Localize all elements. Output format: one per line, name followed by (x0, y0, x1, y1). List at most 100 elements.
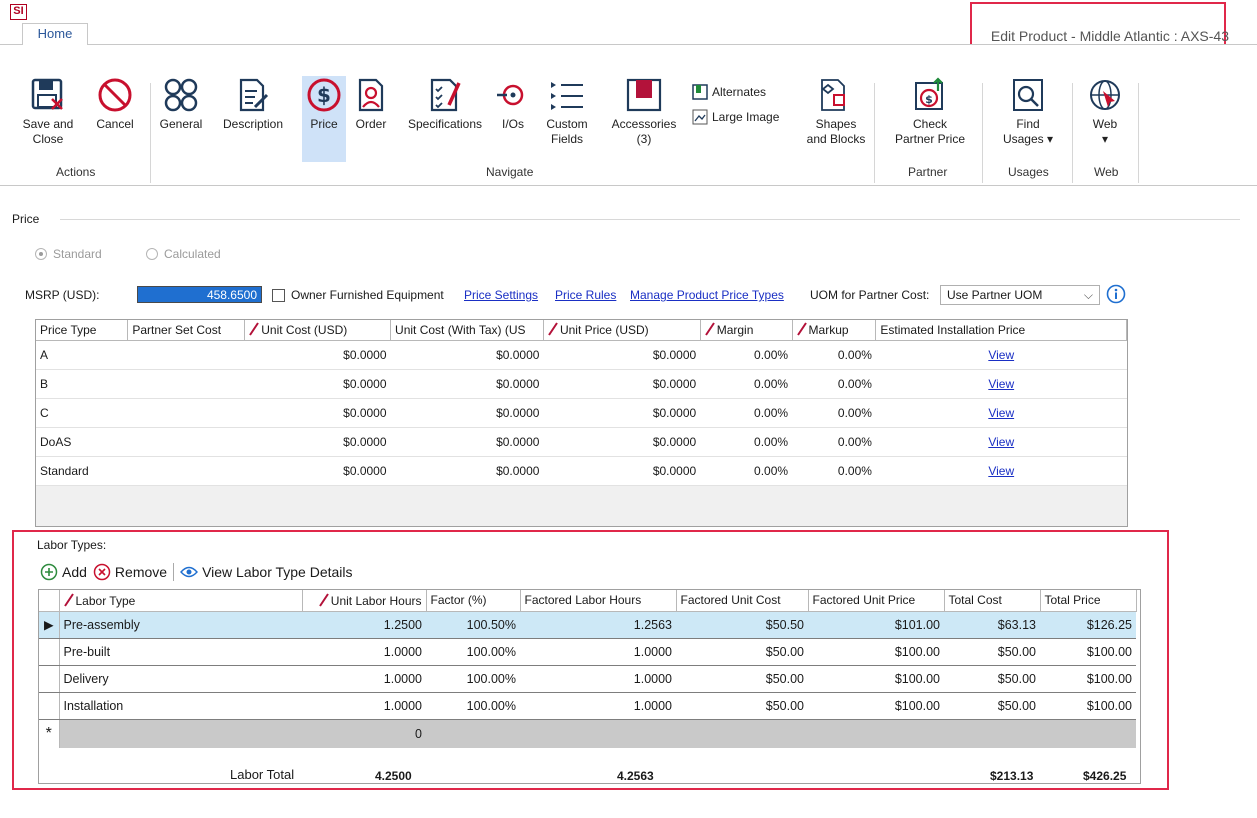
margin-cell[interactable]: 0.00% (700, 456, 793, 486)
col-total-cost[interactable]: Total Cost (944, 590, 1041, 612)
new-row-labor-type-cell[interactable] (59, 719, 302, 748)
margin-cell[interactable]: 0.00% (700, 340, 793, 370)
specifications-label: Specifications (407, 117, 483, 131)
labor-type-cell[interactable]: Pre-built (59, 638, 302, 666)
save-and-close-button[interactable]: Save and Close (22, 77, 74, 147)
markup-cell[interactable]: 0.00% (792, 369, 876, 399)
unit-labor-hours-cell[interactable]: 1.0000 (302, 692, 426, 720)
view-labor-type-details-button[interactable]: View Labor Type Details (180, 564, 353, 580)
unit-price-cell[interactable]: $0.0000 (543, 340, 701, 370)
markup-cell[interactable]: 0.00% (792, 427, 876, 457)
factor-cell: 100.00% (426, 692, 520, 720)
cancel-button[interactable]: Cancel (88, 77, 142, 132)
col-factored-labor-hours[interactable]: Factored Labor Hours (520, 590, 677, 612)
col-margin[interactable]: Margin (700, 320, 793, 341)
unit-cost-cell[interactable]: $0.0000 (244, 427, 391, 457)
margin-cell[interactable]: 0.00% (700, 427, 793, 457)
table-row[interactable]: C $0.0000 $0.0000 $0.0000 0.00% 0.00% Vi… (36, 398, 1127, 428)
find-usages-label: Find Usages ▾ (1002, 117, 1054, 146)
table-row[interactable]: Installation 1.0000 100.00% 1.0000 $50.0… (39, 692, 1136, 720)
description-button[interactable]: Description (214, 77, 292, 132)
group-label-actions: Actions (56, 165, 96, 179)
table-row[interactable]: B $0.0000 $0.0000 $0.0000 0.00% 0.00% Vi… (36, 369, 1127, 399)
view-link[interactable]: View (988, 405, 1015, 420)
col-partner-set-cost[interactable]: Partner Set Cost (127, 320, 246, 341)
check-partner-price-button[interactable]: $ Check Partner Price (884, 77, 976, 147)
owner-furnished-equipment-checkbox[interactable]: Owner Furnished Equipment (272, 288, 444, 302)
msrp-input[interactable]: 458.6500 (137, 286, 262, 303)
view-link[interactable]: View (988, 434, 1015, 449)
price-button[interactable]: $ Price (302, 76, 346, 162)
unit-cost-cell[interactable]: $0.0000 (244, 369, 391, 399)
unit-cost-cell[interactable]: $0.0000 (244, 340, 391, 370)
col-unit-labor-hours[interactable]: Unit Labor Hours (302, 590, 427, 612)
remove-labor-button[interactable]: Remove (93, 563, 167, 581)
labor-type-cell[interactable]: Delivery (59, 665, 302, 693)
info-icon[interactable] (1106, 284, 1126, 307)
margin-cell[interactable]: 0.00% (700, 369, 793, 399)
view-link[interactable]: View (988, 463, 1015, 478)
col-estimated-installation-price[interactable]: Estimated Installation Price (875, 320, 1127, 341)
col-unit-cost[interactable]: Unit Cost (USD) (244, 320, 392, 341)
unit-cost-cell[interactable]: $0.0000 (244, 456, 391, 486)
find-usages-button[interactable]: Find Usages ▾ (992, 77, 1064, 147)
price-section-title: Price (12, 212, 40, 226)
web-button[interactable]: Web ▾ (1078, 77, 1132, 147)
unit-price-cell[interactable]: $0.0000 (543, 456, 701, 486)
view-link[interactable]: View (988, 347, 1015, 362)
manage-product-price-types-link[interactable]: Manage Product Price Types (630, 288, 784, 302)
col-unit-cost-with-tax[interactable]: Unit Cost (With Tax) (US (390, 320, 544, 341)
col-factor[interactable]: Factor (%) (426, 590, 521, 612)
add-labor-button[interactable]: Add (40, 563, 87, 581)
ios-button[interactable]: I/Os (494, 77, 532, 132)
new-row[interactable]: * 0 (39, 719, 1136, 748)
radio-calculated[interactable]: Calculated (146, 247, 221, 261)
unit-labor-hours-cell[interactable]: 1.0000 (302, 665, 426, 693)
accessories-button[interactable]: Accessories (3) (604, 77, 684, 147)
labor-type-cell[interactable]: Installation (59, 692, 302, 720)
table-row[interactable]: A $0.0000 $0.0000 $0.0000 0.00% 0.00% Vi… (36, 340, 1127, 370)
table-row[interactable]: Delivery 1.0000 100.00% 1.0000 $50.00 $1… (39, 665, 1136, 693)
specifications-button[interactable]: Specifications (398, 77, 492, 132)
unit-price-cell[interactable]: $0.0000 (543, 427, 701, 457)
unit-price-cell[interactable]: $0.0000 (543, 398, 701, 428)
col-markup[interactable]: Markup (792, 320, 877, 341)
radio-standard[interactable]: Standard (35, 247, 102, 261)
uom-label: UOM for Partner Cost: (810, 288, 930, 302)
table-row[interactable]: ▶ Pre-assembly 1.2500 100.50% 1.2563 $50… (39, 611, 1136, 639)
table-row[interactable]: DoAS $0.0000 $0.0000 $0.0000 0.00% 0.00%… (36, 427, 1127, 457)
order-button[interactable]: Order (350, 77, 392, 132)
unit-cost-cell[interactable]: $0.0000 (244, 398, 391, 428)
new-row-hours-cell[interactable]: 0 (302, 719, 426, 748)
col-price-type[interactable]: Price Type (36, 320, 129, 341)
unit-labor-hours-cell[interactable]: 1.0000 (302, 638, 426, 666)
custom-fields-button[interactable]: Custom Fields (540, 77, 594, 147)
col-unit-price[interactable]: Unit Price (USD) (543, 320, 701, 341)
shapes-and-blocks-button[interactable]: Shapes and Blocks (804, 77, 868, 147)
col-factored-unit-price[interactable]: Factored Unit Price (808, 590, 945, 612)
new-row-cell (520, 719, 676, 748)
price-settings-link[interactable]: Price Settings (464, 288, 539, 302)
general-button[interactable]: General (156, 77, 206, 132)
labor-type-cell[interactable]: Pre-assembly (59, 611, 302, 639)
unit-labor-hours-cell[interactable]: 1.2500 (302, 611, 426, 639)
uom-select[interactable]: Use Partner UOM ⌵ (940, 285, 1100, 305)
price-type-cell: A (36, 340, 128, 370)
markup-cell[interactable]: 0.00% (792, 398, 876, 428)
margin-cell[interactable]: 0.00% (700, 398, 793, 428)
table-row[interactable]: Standard $0.0000 $0.0000 $0.0000 0.00% 0… (36, 456, 1127, 486)
col-factored-unit-cost[interactable]: Factored Unit Cost (676, 590, 809, 612)
col-labor-type[interactable]: Labor Type (59, 590, 303, 612)
price-rules-link[interactable]: Price Rules (555, 288, 617, 302)
alternates-button[interactable]: Alternates (692, 84, 766, 100)
markup-cell[interactable]: 0.00% (792, 340, 876, 370)
view-link[interactable]: View (988, 376, 1015, 391)
remove-label: Remove (114, 564, 168, 580)
add-icon (40, 563, 58, 581)
col-total-price[interactable]: Total Price (1040, 590, 1137, 612)
table-row[interactable]: Pre-built 1.0000 100.00% 1.0000 $50.00 $… (39, 638, 1136, 666)
unit-price-cell[interactable]: $0.0000 (543, 369, 701, 399)
markup-cell[interactable]: 0.00% (792, 456, 876, 486)
large-image-button[interactable]: Large Image (692, 109, 779, 125)
tab-home[interactable]: Home (22, 23, 88, 45)
